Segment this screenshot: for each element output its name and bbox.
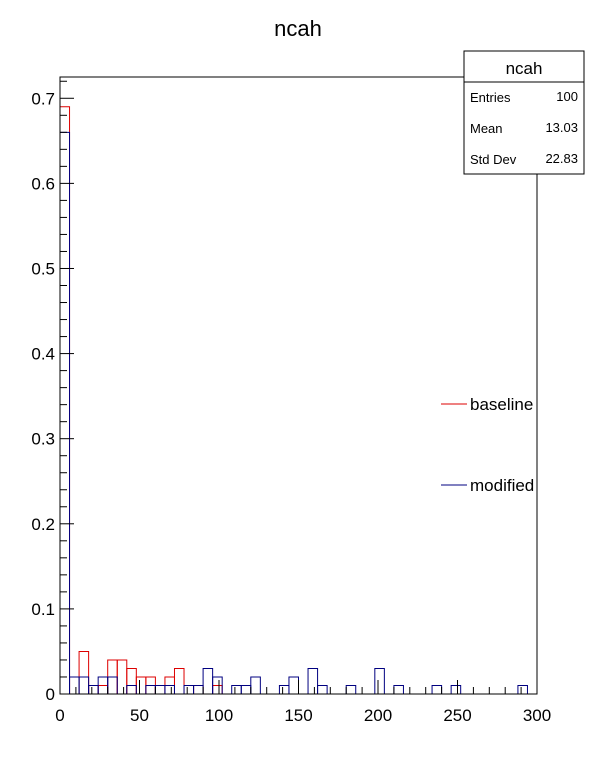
y-tick-label-1: 0.1 <box>31 600 55 619</box>
stats-stddev-value: 22.83 <box>545 151 578 166</box>
y-tick-label-5: 0.5 <box>31 259 55 278</box>
x-tick-label-2: 100 <box>205 706 233 725</box>
y-tick-label-4: 0.4 <box>31 345 55 364</box>
stats-box-title: ncah <box>506 59 543 78</box>
legend: baseline modified <box>441 395 534 495</box>
stats-entries-value: 100 <box>556 89 578 104</box>
x-tick-label-4: 200 <box>364 706 392 725</box>
modified-bin-19 <box>307 667 319 694</box>
x-tick-label-3: 150 <box>284 706 312 725</box>
x-tick-label-6: 300 <box>523 706 551 725</box>
modified-bin-25 <box>450 684 462 694</box>
modified-bin-9 <box>164 684 175 694</box>
stats-stddev-label: Std Dev <box>470 152 517 167</box>
modified-bin-5 <box>107 676 118 694</box>
axes: 0 50 100 150 200 250 300 0 0.1 0.2 0.3 0.4 0.5 0.6 0.7 <box>31 80 551 725</box>
baseline-bin-12 <box>173 667 185 694</box>
modified-bin-16 <box>250 676 261 694</box>
stats-mean-value: 13.03 <box>545 120 578 135</box>
baseline-bin-2 <box>78 650 90 694</box>
x-tick-label-1: 50 <box>130 706 149 725</box>
modified-bin-26 <box>517 684 528 694</box>
y-tick-label-6: 0.6 <box>31 174 55 193</box>
x-tick-label-5: 250 <box>443 706 471 725</box>
chart-title: ncah <box>274 16 322 41</box>
stats-box-frame <box>463 50 585 175</box>
stats-mean-label: Mean <box>470 121 503 136</box>
stats-box: ncah Entries 100 Mean 13.03 Std Dev 22.8… <box>463 50 585 175</box>
y-tick-label-7: 0.7 <box>31 89 55 108</box>
y-tick-label-3: 0.3 <box>31 430 55 449</box>
modified-bin-22 <box>374 667 385 694</box>
modified-bin-20 <box>317 684 328 694</box>
x-tick-label-0: 0 <box>55 706 64 725</box>
modified-bin-6 <box>126 684 137 694</box>
y-tick-label-2: 0.2 <box>31 515 55 534</box>
legend-label-modified: modified <box>470 476 534 495</box>
modified-bin-13 <box>212 676 223 694</box>
stats-entries-label: Entries <box>470 90 511 105</box>
y-tick-label-0: 0 <box>46 685 55 704</box>
legend-label-baseline: baseline <box>470 395 533 414</box>
